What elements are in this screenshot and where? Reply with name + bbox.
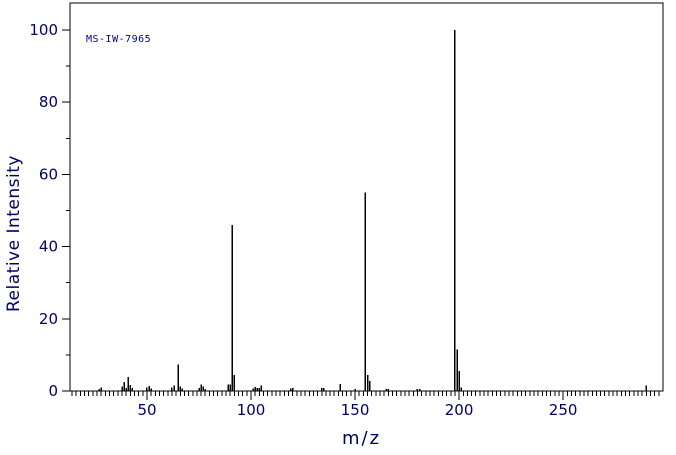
y-tick-label: 60 [39,165,58,183]
x-axis-major-ticks [146,391,564,400]
x-tick-label: 250 [549,401,578,419]
x-tick-label: 100 [237,401,266,419]
x-axis-minor-ticks [71,391,660,396]
y-tick-label: 20 [39,310,58,328]
x-tick-label: 150 [341,401,370,419]
spectrum-peaks [98,30,648,391]
y-tick-label: 40 [39,238,58,256]
spectrum-id-label: MS-IW-7965 [86,34,152,45]
y-tick-label: 100 [29,21,58,39]
y-tick-label: 0 [48,382,58,400]
y-tick-label: 80 [39,93,58,111]
x-tick-label: 200 [445,401,474,419]
y-axis-minor-ticks [66,65,70,356]
x-axis-title: m/z [342,428,382,449]
y-axis-major-ticks [62,29,70,392]
x-tick-label: 50 [137,401,156,419]
plot-frame [69,2,664,392]
